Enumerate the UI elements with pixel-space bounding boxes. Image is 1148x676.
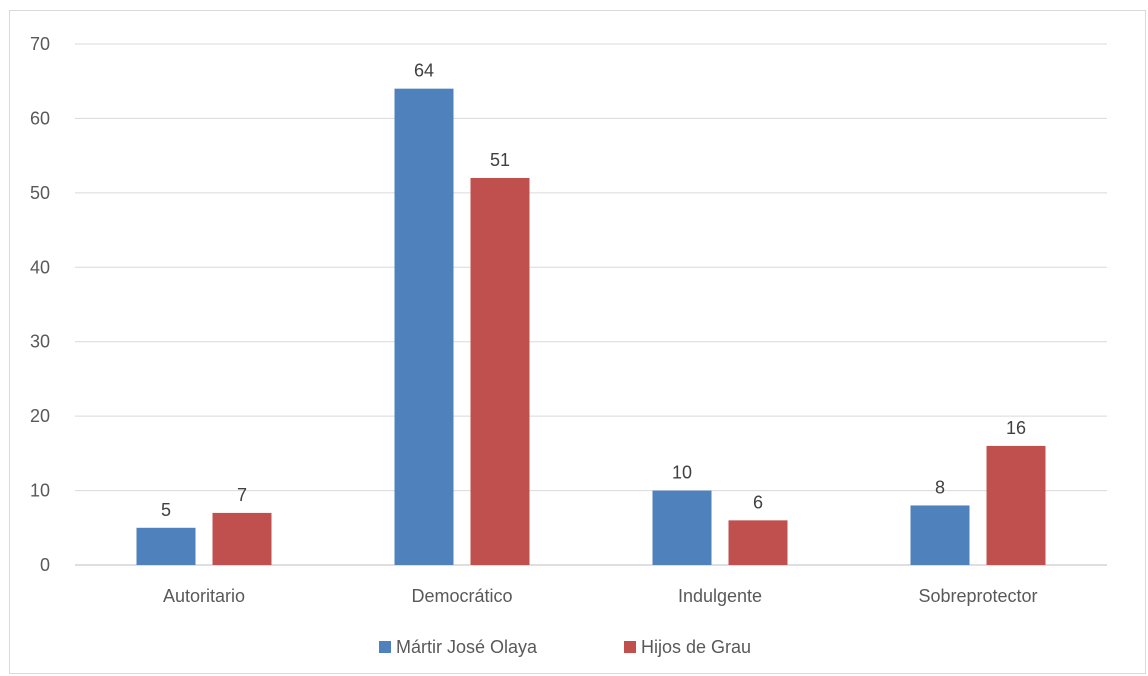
bar: [394, 88, 454, 566]
data-labels: 5 7 64 51 10 6 8 16: [161, 61, 1026, 520]
data-label: 16: [1006, 418, 1026, 438]
gridlines: [75, 43, 1107, 566]
y-tick-label: 60: [30, 108, 50, 128]
bar: [212, 512, 272, 565]
legend-label: Hijos de Grau: [641, 637, 751, 657]
bar: [910, 505, 970, 565]
y-tick-label: 0: [40, 555, 50, 575]
category-label: Indulgente: [678, 586, 762, 606]
y-tick-label: 50: [30, 183, 50, 203]
y-tick-label: 40: [30, 257, 50, 277]
legend: Mártir José Olaya Hijos de Grau: [379, 637, 751, 657]
data-label: 7: [237, 485, 247, 505]
data-label: 6: [753, 492, 763, 512]
bars: [136, 88, 1046, 566]
y-tick-label: 20: [30, 406, 50, 426]
y-tick-label: 70: [30, 34, 50, 54]
bar: [652, 490, 712, 565]
y-tick-label: 10: [30, 481, 50, 501]
data-label: 10: [672, 463, 692, 483]
bar: [986, 445, 1046, 565]
data-label: 64: [414, 61, 434, 81]
x-axis-categories: Autoritario Democrático Indulgente Sobrepro…: [163, 586, 1038, 606]
data-label: 51: [490, 150, 510, 170]
data-label: 5: [161, 500, 171, 520]
data-label: 8: [935, 477, 945, 497]
legend-swatch: [624, 641, 636, 653]
category-label: Sobreprotector: [918, 586, 1037, 606]
bar: [728, 520, 788, 565]
y-tick-label: 30: [30, 332, 50, 352]
y-axis-ticks: 0 10 20 30 40 50 60 70: [30, 34, 50, 575]
legend-swatch: [379, 641, 391, 653]
bar: [470, 177, 530, 565]
category-label: Democrático: [411, 586, 512, 606]
legend-label: Mártir José Olaya: [396, 637, 538, 657]
bar: [136, 527, 196, 565]
category-label: Autoritario: [163, 586, 245, 606]
